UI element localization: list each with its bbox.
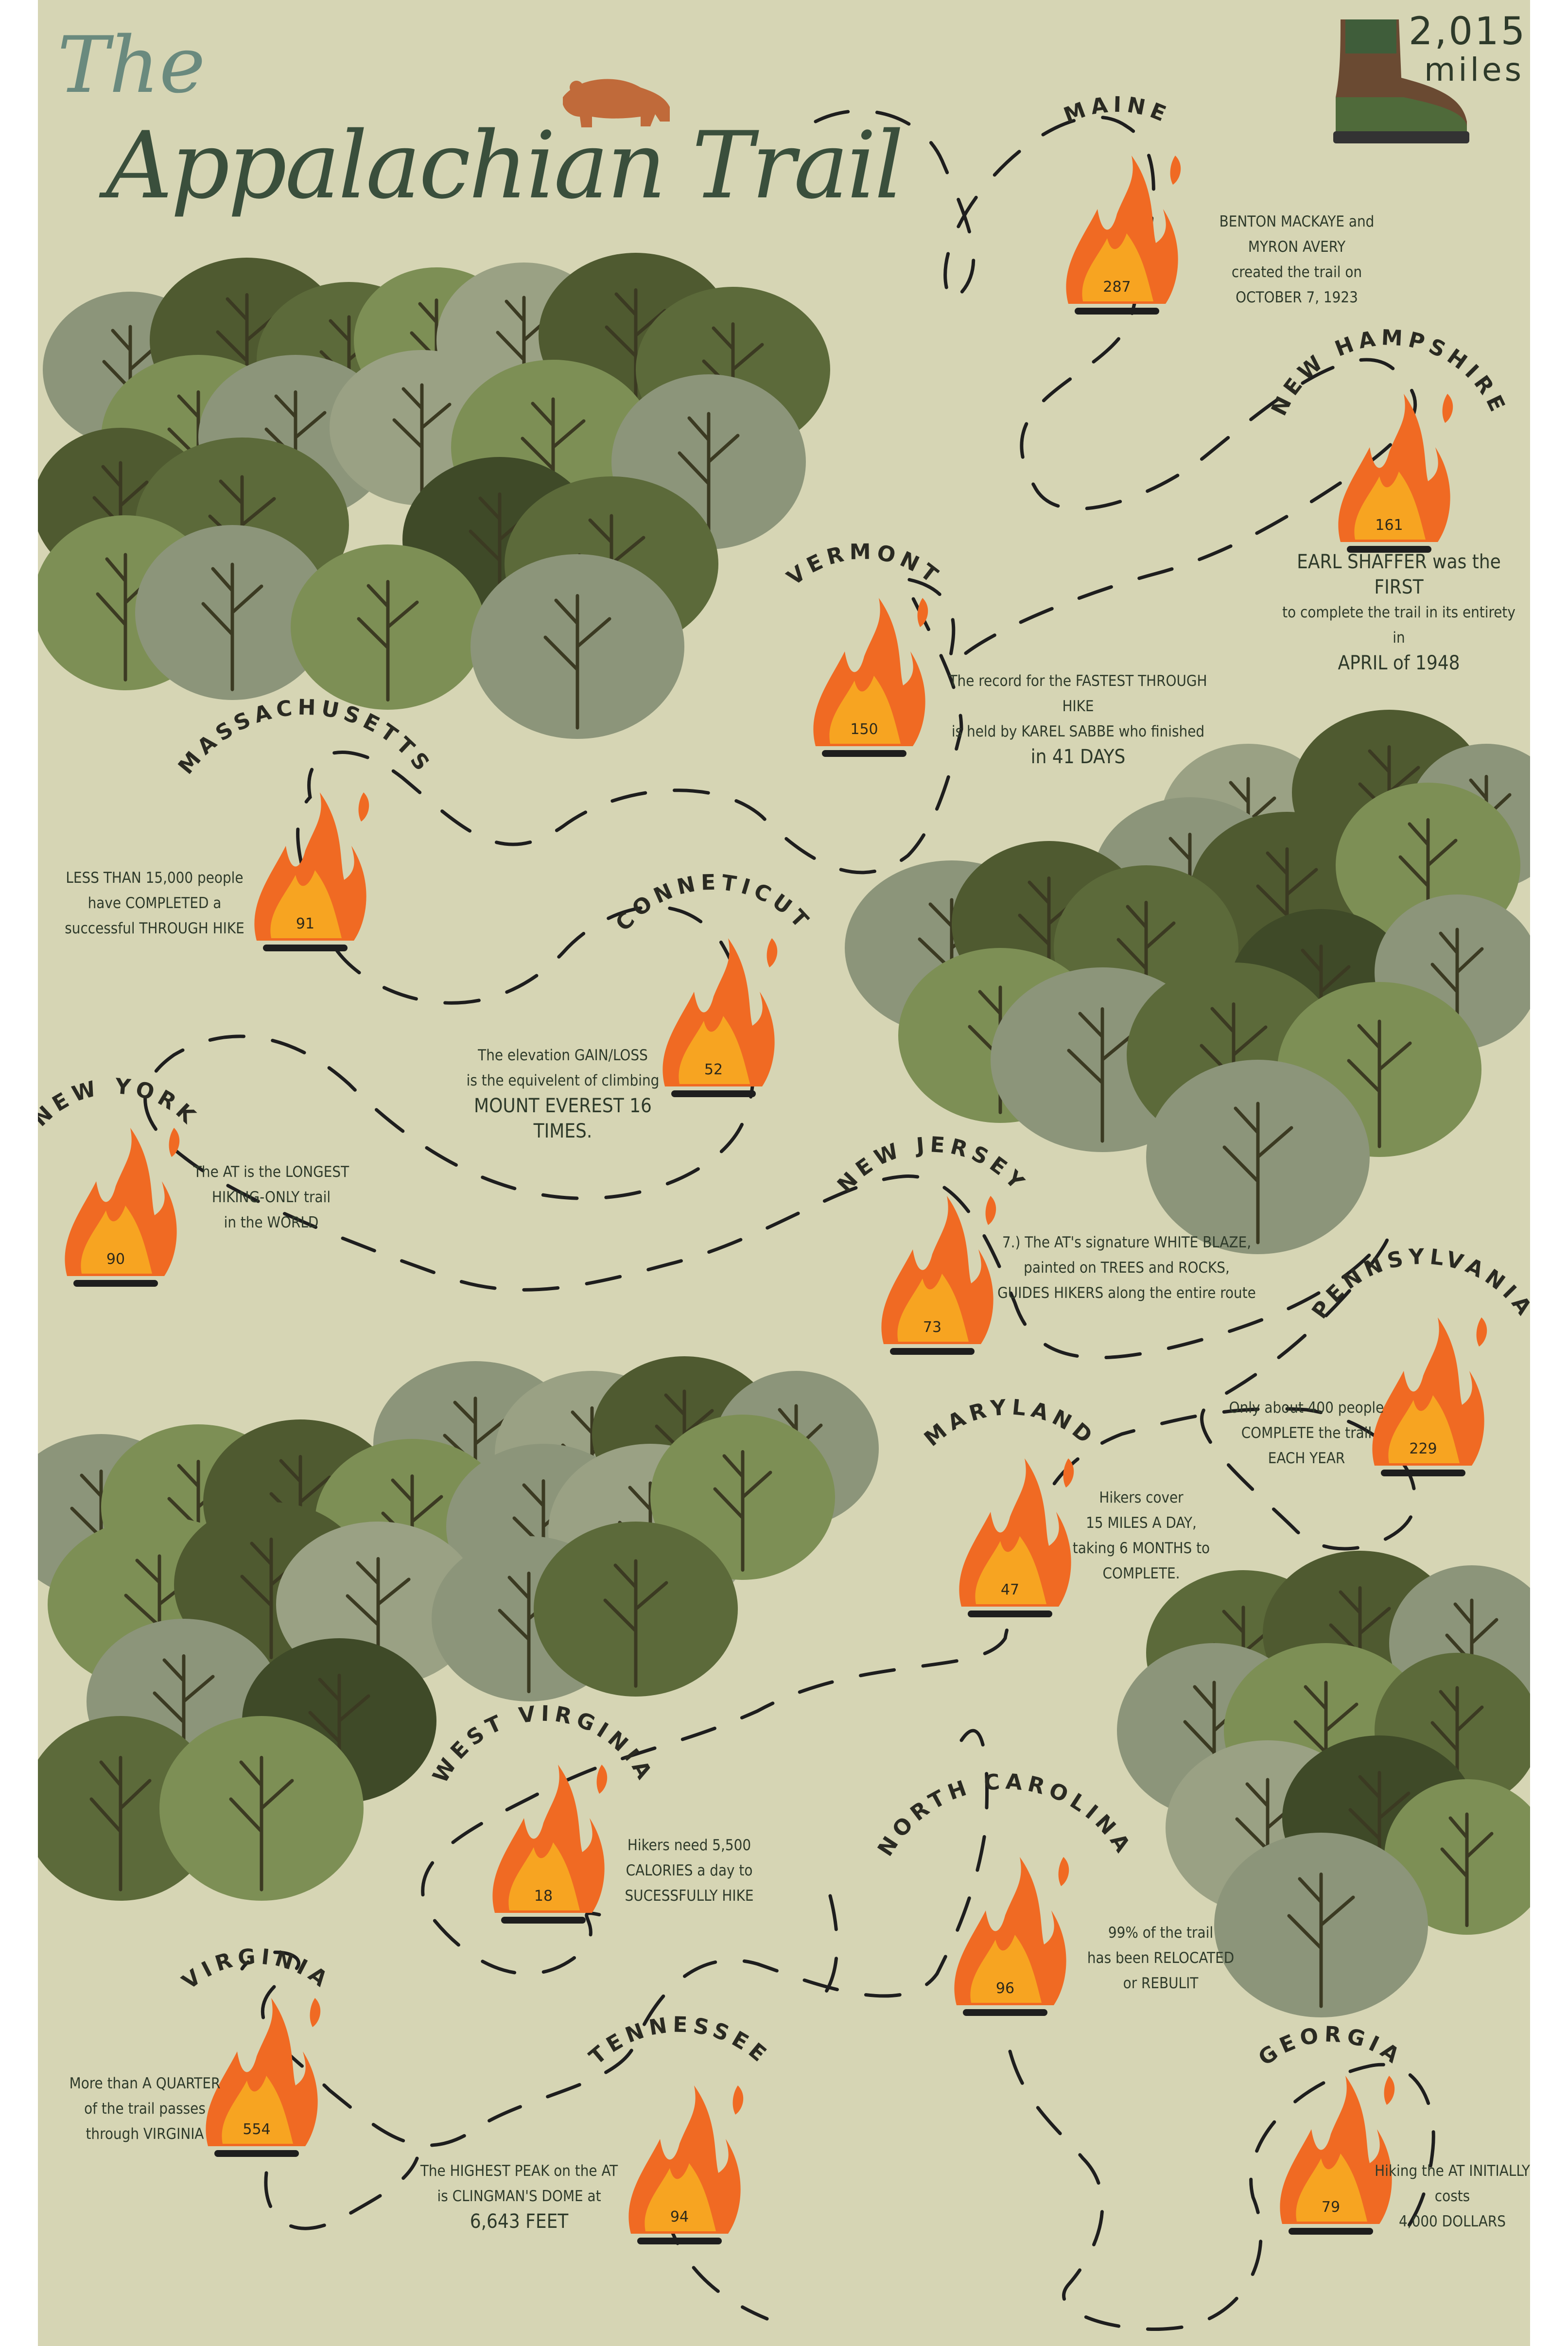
state-miles: 161: [1375, 517, 1403, 534]
infographic-poster: 287 MAINE 161 NEW HAMPSHIRE 150 VERMONT 91 MASS…: [38, 0, 1530, 2346]
campfire-icon: 18: [492, 1765, 608, 1924]
fact-new-jersey: 7.) The AT's signature WHITE BLAZE, paint…: [997, 1234, 1256, 1302]
state-name: CONNETICUT: [611, 870, 817, 936]
tree-cluster-1: [38, 253, 830, 739]
fact-virginia: More than A QUARTER of the trail passes th…: [69, 2075, 221, 2143]
tree-icon: [38, 1716, 218, 1901]
campfire-icon: 91: [254, 792, 369, 951]
tree-icon: [159, 1716, 364, 1901]
campfire-icon: 94: [628, 2085, 744, 2244]
state-miles: 90: [106, 1251, 125, 1268]
tree-cluster-4: [1117, 1551, 1530, 2017]
state-name: NORTH CAROLINA: [873, 1769, 1137, 1860]
tree-icon: [291, 544, 485, 710]
tree-icon: [534, 1522, 738, 1697]
fact-vermont: The record for the FASTEST THROUGH HIKE i…: [949, 672, 1207, 768]
tree-icon: [650, 1415, 835, 1580]
fact-north-carolina: 99% of the trail has been RELOCATED or REB…: [1087, 1924, 1235, 1992]
fact-maine: BENTON MACKAYE and MYRON AVERY created th…: [1219, 213, 1375, 306]
state-miles: 554: [243, 2121, 270, 2138]
state-name: WEST VIRGINIA: [428, 1701, 659, 1787]
tree-icon: [135, 525, 330, 700]
state-miles: 91: [296, 915, 314, 932]
state-miles: 52: [704, 1061, 723, 1078]
state-miles: 287: [1103, 279, 1131, 296]
campfire-vermont: 150 VERMONT: [783, 540, 946, 757]
campfire-maine: 287 MAINE: [1061, 92, 1181, 315]
state-miles: 73: [923, 1319, 941, 1336]
fact-conneticut: The elevation GAIN/LOSS is the equivelent…: [466, 1047, 660, 1142]
state-name: NEW HAMPSHIRE: [1267, 325, 1512, 420]
state-miles: 79: [1322, 2199, 1340, 2216]
fact-west-virginia: Hikers need 5,500 CALORIES a day to SUCESS…: [625, 1837, 754, 1905]
state-name: MAINE: [1061, 92, 1174, 128]
campfire-icon: 47: [959, 1458, 1074, 1617]
state-name: MARYLAND: [920, 1395, 1100, 1452]
campfire-icon: 79: [1280, 2076, 1395, 2235]
campfire-icon: 90: [65, 1128, 180, 1287]
campfire-icon: 73: [881, 1196, 996, 1355]
state-miles: 96: [996, 1980, 1014, 1997]
state-name: NEW JERSEY: [833, 1132, 1032, 1197]
state-miles: 229: [1409, 1440, 1437, 1457]
fact-new-york: The AT is the LONGEST HIKING-ONLY trail in…: [193, 1163, 349, 1231]
page-title: Appalachian Trail: [106, 112, 904, 219]
state-miles: 150: [850, 721, 878, 738]
campfire-icon: 96: [954, 1857, 1069, 2016]
tree-icon: [1146, 1060, 1370, 1254]
state-miles: 94: [670, 2208, 689, 2225]
fact-maryland: Hikers cover 15 MILES A DAY, taking 6 MONT…: [1072, 1489, 1210, 1582]
campfire-icon: 229: [1372, 1317, 1487, 1476]
campfire-icon: 161: [1338, 394, 1453, 553]
state-miles: 47: [1001, 1581, 1019, 1598]
fact-georgia: Hiking the AT INITIALLY costs 4,000 DOLLAR…: [1375, 2162, 1530, 2230]
state-name: PENNSYLVANIA: [1307, 1244, 1530, 1323]
hiking-boot-icon: [1333, 19, 1469, 143]
state-name: GEORGIA: [1254, 2022, 1408, 2070]
state-name: NEW YORK: [38, 1074, 204, 1132]
fact-pennsylvania: Only about 400 people COMPLETE the trail E…: [1229, 1399, 1384, 1467]
state-name: TENNESSEE: [585, 2013, 775, 2070]
campfire-icon: 287: [1066, 156, 1181, 315]
campfire-icon: 52: [662, 938, 778, 1097]
campfire-new-york: 90 NEW YORK: [38, 1074, 204, 1287]
tree-cluster-3: [38, 1356, 879, 1901]
tree-icon: [1214, 1833, 1428, 2017]
title-small: The: [57, 19, 206, 110]
distance-value: 2,015: [1409, 10, 1527, 53]
trail-path: [143, 109, 1435, 2331]
tree-cluster-2: [845, 710, 1530, 1254]
state-name: VIRGINIA: [177, 1944, 336, 1995]
fact-new-hampshire: EARL SHAFFER was the FIRST to complete th…: [1282, 551, 1516, 674]
campfire-icon: 150: [813, 598, 928, 757]
campfire-new-hampshire: 161 NEW HAMPSHIRE: [1267, 325, 1512, 553]
tree-icon: [470, 554, 684, 739]
distance-unit: miles: [1424, 51, 1524, 88]
fact-tennessee: The HIGHEST PEAK on the AT is CLINGMAN'S …: [420, 2162, 618, 2233]
state-miles: 18: [534, 1888, 553, 1905]
state-name: VERMONT: [783, 540, 946, 591]
campfire-icon: 554: [206, 1998, 321, 2157]
